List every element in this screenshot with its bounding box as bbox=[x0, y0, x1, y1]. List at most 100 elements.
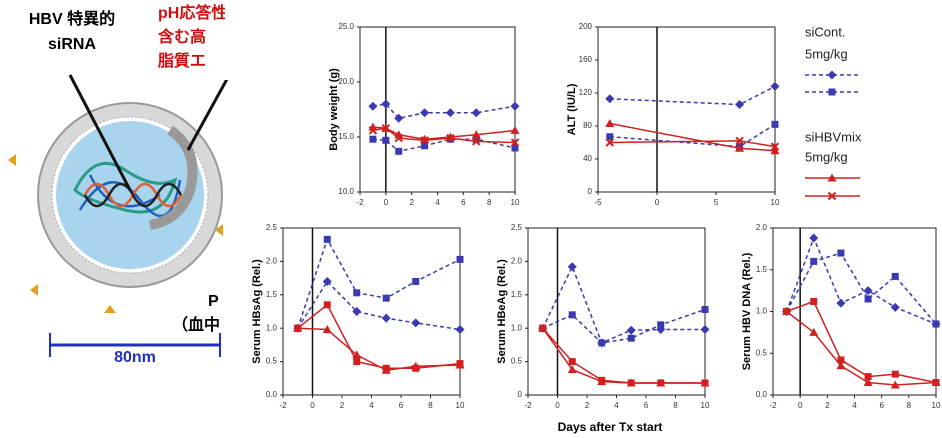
x-tick-label: 2 bbox=[409, 198, 414, 207]
marker bbox=[539, 324, 547, 332]
marker bbox=[828, 88, 836, 96]
marker bbox=[890, 302, 900, 312]
marker bbox=[598, 376, 606, 384]
marker bbox=[456, 255, 464, 263]
marker bbox=[567, 262, 577, 272]
legend-label: 5mg/kg bbox=[805, 46, 848, 61]
x-tick-label: 2 bbox=[340, 401, 345, 410]
marker bbox=[863, 377, 873, 386]
x-tick-label: 10 bbox=[932, 401, 941, 410]
marker bbox=[627, 334, 635, 342]
y-axis-label: Serum HBeAg (Rel.) bbox=[496, 259, 508, 364]
marker bbox=[891, 370, 899, 378]
series-line bbox=[372, 138, 516, 153]
marker bbox=[421, 142, 429, 150]
marker bbox=[369, 135, 377, 143]
x-tick-label: 6 bbox=[461, 198, 466, 207]
y-tick-label: 10.0 bbox=[338, 187, 354, 196]
marker bbox=[472, 137, 481, 146]
y-tick-label: 2.5 bbox=[266, 223, 278, 232]
marker bbox=[382, 294, 390, 302]
x-tick-label: 8 bbox=[907, 401, 912, 410]
x-tick-label: 8 bbox=[673, 401, 678, 410]
marker bbox=[294, 324, 302, 332]
y-tick-label: 1.5 bbox=[756, 265, 768, 274]
series-line bbox=[297, 280, 461, 331]
y-tick-label: 0 bbox=[518, 390, 523, 399]
label: HBV 特異的 bbox=[29, 9, 115, 28]
marker bbox=[381, 313, 391, 323]
x-tick-label: 8 bbox=[487, 198, 492, 207]
x-tick-label: 10 bbox=[771, 198, 780, 207]
marker bbox=[471, 108, 481, 118]
marker bbox=[890, 380, 900, 389]
x-tick-label: 6 bbox=[879, 401, 884, 410]
marker bbox=[605, 138, 615, 147]
series-line bbox=[786, 300, 937, 384]
x-tick-label: 10 bbox=[456, 401, 465, 410]
y-tick-label: 1.5 bbox=[511, 290, 523, 299]
y-tick-label: 0.5 bbox=[266, 357, 278, 366]
series-line bbox=[542, 308, 706, 344]
series-line bbox=[297, 303, 461, 370]
marker bbox=[394, 113, 404, 123]
label: （血中 bbox=[172, 315, 220, 334]
marker bbox=[381, 99, 391, 109]
marker bbox=[568, 358, 576, 366]
y-tick-label: 1.0 bbox=[266, 323, 278, 332]
series-line bbox=[542, 327, 705, 384]
y-tick-label: 40 bbox=[583, 154, 592, 163]
series-line bbox=[609, 123, 776, 148]
y-tick-label: 0.5 bbox=[511, 357, 523, 366]
marker bbox=[395, 147, 403, 155]
marker bbox=[605, 119, 615, 128]
series-line bbox=[297, 327, 461, 372]
marker bbox=[420, 108, 430, 118]
label: 含む高 bbox=[158, 27, 206, 46]
label: 脂質エ bbox=[158, 51, 206, 70]
marker bbox=[657, 379, 665, 387]
marker bbox=[382, 364, 390, 372]
nanoparticle-illustration: HBV 特異的 siRNA pH応答性脂質を 含む高 脂質エ P （血中 80n… bbox=[8, 0, 285, 366]
marker bbox=[471, 130, 481, 139]
marker bbox=[455, 325, 465, 335]
x-tick-label: 2 bbox=[585, 401, 590, 410]
marker bbox=[810, 257, 818, 265]
x-tick-label: -2 bbox=[279, 401, 287, 410]
x-tick-label: 0 bbox=[384, 198, 389, 207]
marker bbox=[931, 377, 941, 386]
marker bbox=[605, 94, 615, 104]
marker bbox=[567, 365, 577, 374]
x-tick-label: 6 bbox=[399, 401, 404, 410]
marker bbox=[511, 144, 519, 152]
marker bbox=[568, 311, 576, 319]
x-tick-label: -2 bbox=[524, 401, 532, 410]
marker bbox=[891, 272, 899, 280]
x-tick-label: 6 bbox=[644, 401, 649, 410]
label: siRNA bbox=[48, 36, 96, 53]
series-line bbox=[785, 252, 937, 325]
marker bbox=[863, 286, 873, 296]
marker bbox=[353, 358, 361, 366]
marker bbox=[382, 136, 390, 144]
marker bbox=[352, 307, 362, 316]
y-axis-label: ALT (IU/L) bbox=[566, 83, 578, 135]
marker bbox=[510, 125, 520, 134]
marker bbox=[394, 133, 403, 143]
marker bbox=[598, 339, 606, 347]
marker bbox=[627, 379, 635, 387]
marker bbox=[770, 81, 780, 91]
marker bbox=[809, 233, 819, 243]
marker bbox=[932, 320, 940, 328]
marker bbox=[322, 276, 332, 286]
marker bbox=[836, 298, 846, 308]
plot-frame bbox=[597, 26, 776, 193]
x-tick-label: -5 bbox=[594, 198, 602, 207]
marker bbox=[323, 235, 331, 243]
marker bbox=[864, 373, 872, 381]
series-line bbox=[372, 126, 516, 140]
marker bbox=[323, 301, 331, 309]
y-tick-label: 0.5 bbox=[756, 348, 768, 357]
marker bbox=[368, 126, 378, 135]
